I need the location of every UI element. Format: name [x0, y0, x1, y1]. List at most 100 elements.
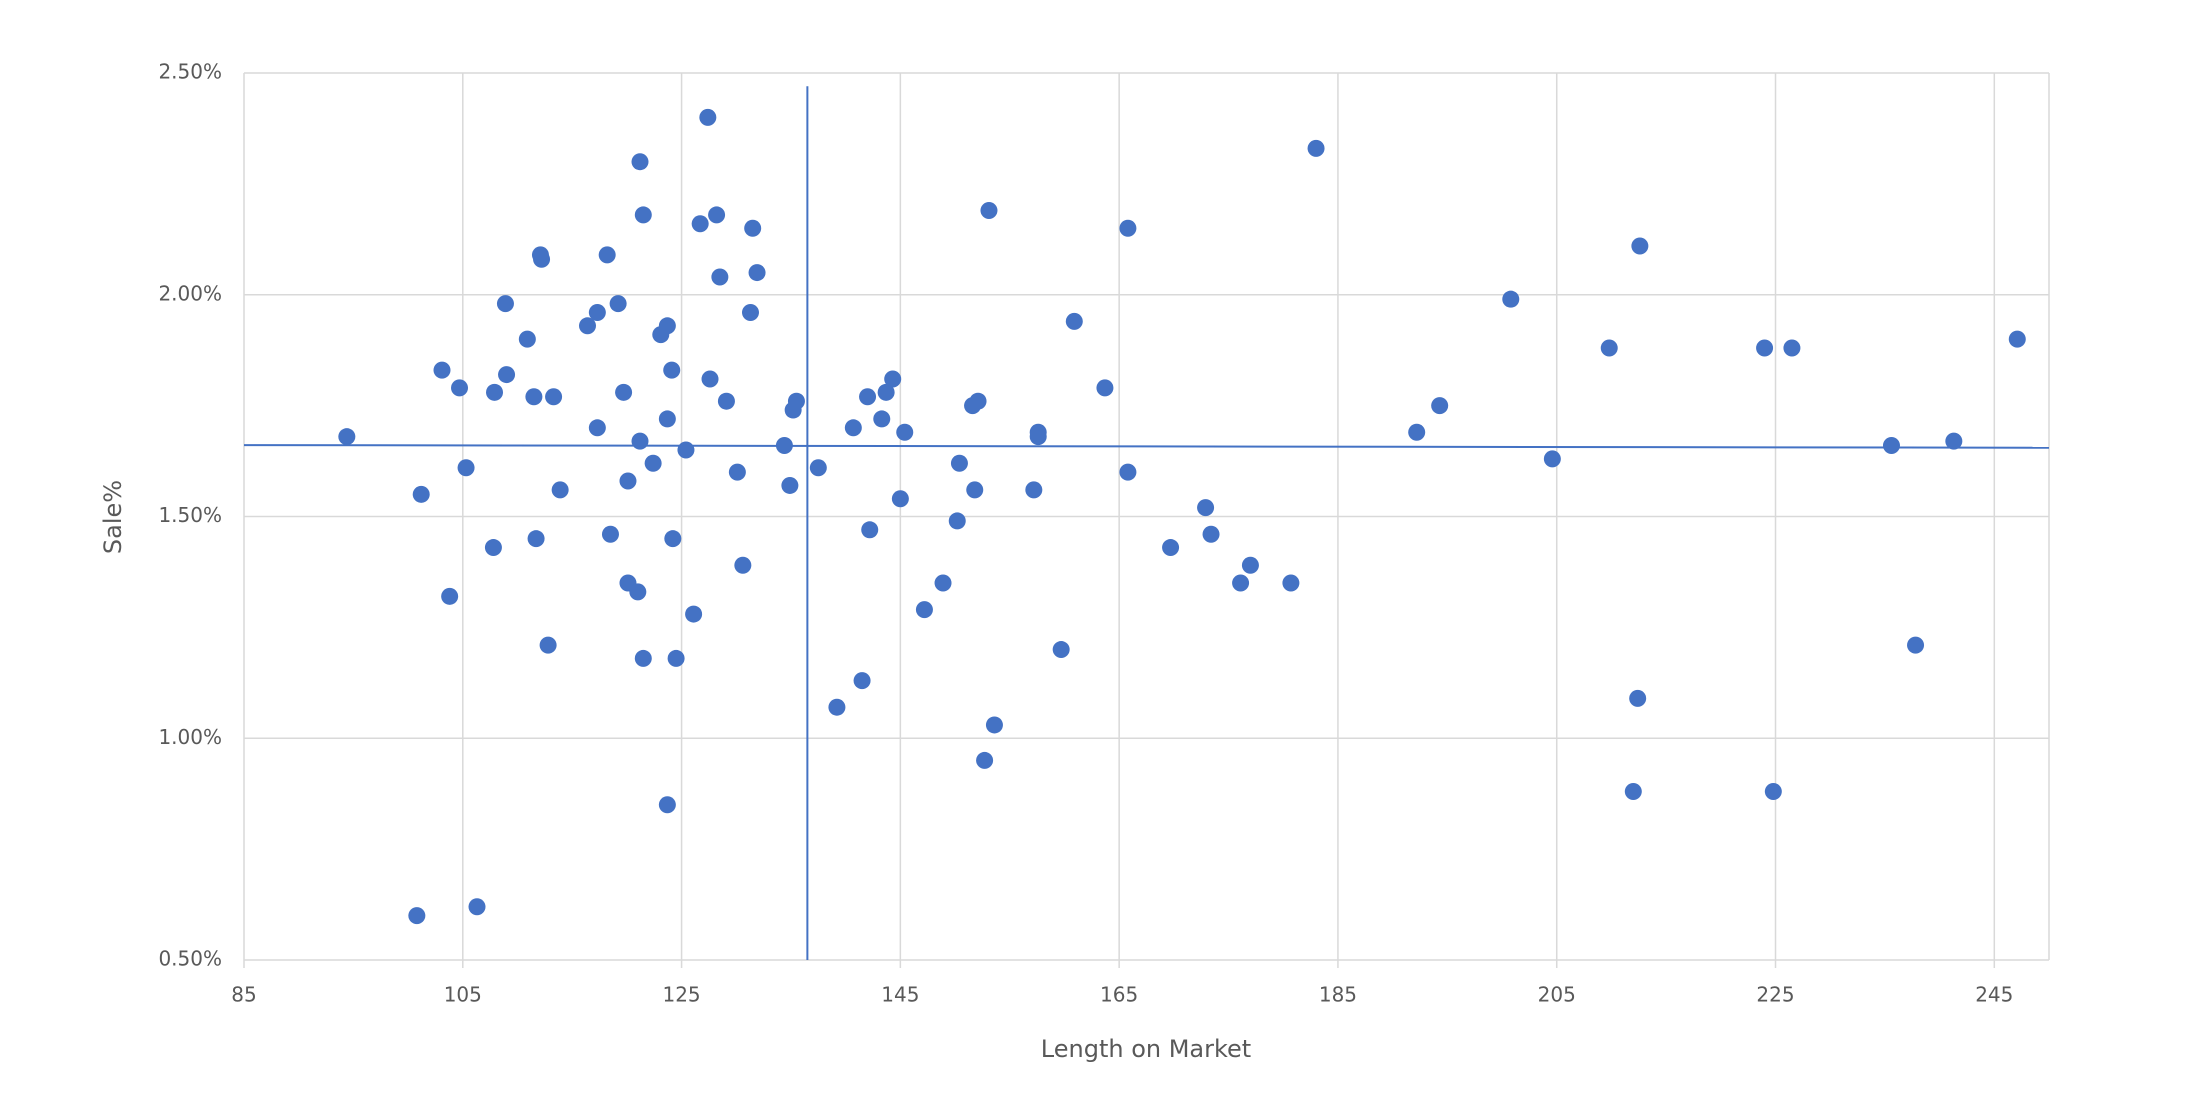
point [969, 392, 987, 410]
point [1431, 397, 1449, 415]
reference-line [243, 444, 2050, 449]
point [578, 317, 596, 335]
point [950, 454, 968, 472]
point [629, 583, 647, 601]
point [539, 636, 557, 654]
x-tick-label: 245 [1975, 983, 2013, 1007]
point [948, 512, 966, 530]
point [828, 698, 846, 716]
point [644, 454, 662, 472]
point [744, 219, 762, 237]
point [873, 410, 891, 428]
point [658, 410, 676, 428]
point [2008, 330, 2026, 348]
point [976, 751, 994, 769]
point [1096, 379, 1114, 397]
y-tick-label: 1.50% [158, 503, 222, 527]
point [498, 366, 516, 384]
point [1025, 481, 1043, 499]
x-tick-label: 85 [231, 983, 256, 1007]
x-tick-label: 125 [662, 983, 700, 1007]
point [441, 587, 459, 605]
point [685, 605, 703, 623]
point [601, 525, 619, 543]
point [551, 481, 569, 499]
point [1052, 641, 1070, 659]
point [1631, 237, 1649, 255]
point [775, 437, 793, 455]
point [468, 898, 486, 916]
point [631, 432, 649, 450]
point [859, 388, 877, 406]
point [1241, 556, 1259, 574]
point [545, 388, 563, 406]
point [728, 463, 746, 481]
point [896, 423, 914, 441]
point [588, 303, 606, 321]
point [533, 250, 551, 268]
y-tick-label: 2.00% [158, 281, 222, 305]
point [658, 317, 676, 335]
point [985, 716, 1003, 734]
point [1197, 499, 1215, 517]
x-tick-label: 145 [881, 983, 919, 1007]
y-axis-title: Sale% [99, 480, 127, 554]
point [699, 108, 717, 126]
point [1202, 525, 1220, 543]
point [631, 153, 649, 171]
point [891, 490, 909, 508]
point [588, 419, 606, 437]
point [748, 264, 766, 282]
point [496, 295, 514, 313]
point [451, 379, 469, 397]
point [667, 649, 685, 667]
point [1907, 636, 1925, 654]
point [518, 330, 536, 348]
point [598, 246, 616, 264]
point [1624, 782, 1642, 800]
point [966, 481, 984, 499]
x-axis-title: Length on Market [1041, 1035, 1251, 1063]
y-tick-label: 2.50% [158, 60, 222, 84]
point [1282, 574, 1300, 592]
point [934, 574, 952, 592]
point [1764, 782, 1782, 800]
x-tick-label: 105 [444, 983, 482, 1007]
point [781, 476, 799, 494]
point [1629, 689, 1647, 707]
point [1600, 339, 1618, 357]
point [1232, 574, 1250, 592]
point [1029, 428, 1047, 446]
point [1119, 219, 1137, 237]
point [1502, 290, 1520, 308]
point [711, 268, 729, 286]
point [915, 601, 933, 619]
x-tick-label: 225 [1756, 983, 1794, 1007]
point [1756, 339, 1774, 357]
point [1065, 312, 1083, 330]
point [701, 370, 719, 388]
point [457, 459, 475, 477]
point [1882, 437, 1900, 455]
point [1945, 432, 1963, 450]
y-tick-label: 0.50% [158, 947, 222, 971]
point [1307, 139, 1325, 157]
point [708, 206, 726, 224]
point [787, 392, 805, 410]
point [734, 556, 752, 574]
point [844, 419, 862, 437]
point [1783, 339, 1801, 357]
point [1119, 463, 1137, 481]
point [877, 383, 895, 401]
point [609, 295, 627, 313]
point [338, 428, 356, 446]
point [412, 485, 430, 503]
point [619, 472, 637, 490]
y-tick-label: 1.00% [158, 725, 222, 749]
point [664, 530, 682, 548]
point [527, 530, 545, 548]
x-tick-label: 205 [1538, 983, 1576, 1007]
x-tick-label: 185 [1319, 983, 1357, 1007]
point [408, 907, 426, 925]
